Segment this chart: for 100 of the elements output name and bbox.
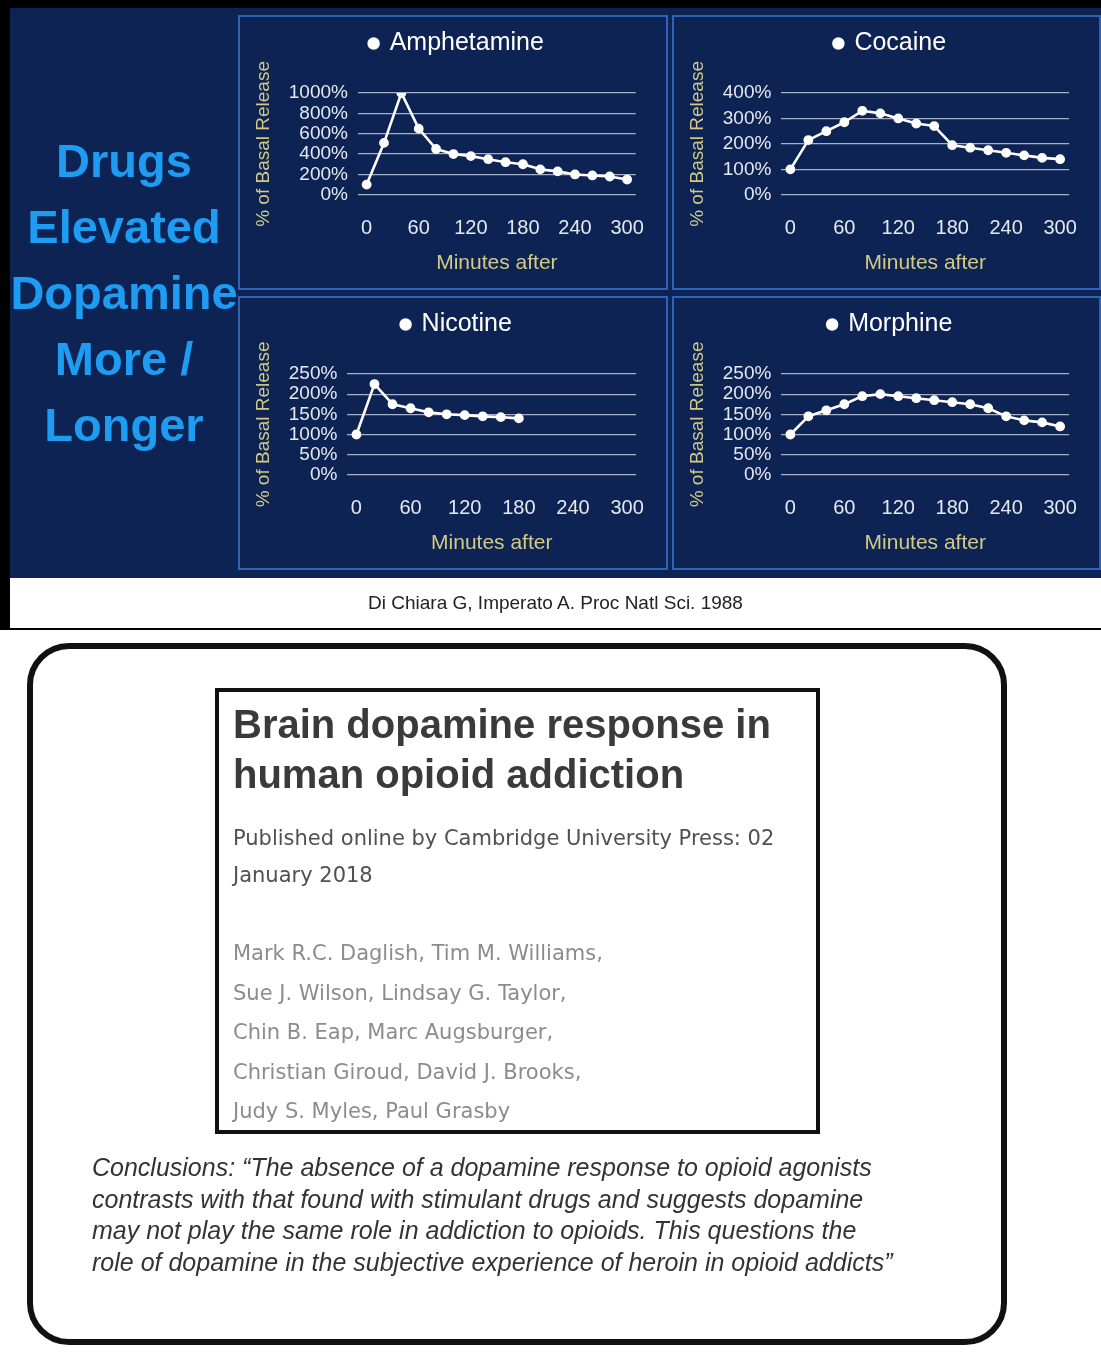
y-tick-label: 200% <box>722 132 772 154</box>
point <box>965 399 976 410</box>
y-tick-label: 200% <box>288 382 338 404</box>
y-tick-label: 100% <box>722 157 772 179</box>
point <box>483 154 494 165</box>
y-tick-label: 800% <box>299 101 349 123</box>
x-tick-label: 120 <box>454 216 488 239</box>
point <box>1037 153 1048 163</box>
point <box>857 391 868 402</box>
y-tick-label: 0% <box>743 463 772 485</box>
point <box>803 411 814 422</box>
point <box>1001 147 1012 158</box>
x-tick-label: 300 <box>610 216 644 239</box>
point <box>785 164 796 175</box>
y-tick-label: 150% <box>722 402 772 424</box>
point <box>911 118 922 129</box>
point <box>839 117 850 128</box>
x-tick-label: 0 <box>361 216 373 239</box>
y-tick-label: 0% <box>320 183 349 205</box>
point <box>785 429 796 440</box>
point <box>587 170 598 181</box>
y-tick-label: 50% <box>733 442 772 464</box>
point <box>405 403 416 414</box>
point <box>929 121 940 131</box>
point <box>513 413 524 424</box>
x-axis-title: Minutes after <box>864 250 986 274</box>
y-tick-label: 250% <box>722 362 772 384</box>
x-tick-label: 180 <box>502 496 536 519</box>
x-tick-label: 60 <box>399 496 422 519</box>
y-tick-label: 100% <box>288 422 338 444</box>
text: Sue J. Wilson, Lindsay G. Taylor, <box>233 980 567 1005</box>
x-tick-label: 60 <box>407 216 430 239</box>
point <box>495 412 506 423</box>
point <box>431 144 441 154</box>
x-tick-label: 60 <box>833 216 856 239</box>
text: Mark R.C. Daglish, Tim M. Williams, <box>233 941 603 965</box>
y-tick-label: 250% <box>288 362 338 384</box>
point <box>947 397 958 408</box>
y-tick-label: 0% <box>309 463 338 485</box>
point <box>983 403 994 414</box>
x-tick-label: 240 <box>556 496 590 519</box>
legend-label: Cocaine <box>854 27 947 56</box>
point <box>413 123 424 134</box>
point <box>947 140 958 151</box>
y-axis-title: % of Basal Release <box>685 60 707 227</box>
y-tick-label: 400% <box>299 142 349 164</box>
point <box>570 169 580 180</box>
x-tick-label: 180 <box>506 216 540 239</box>
x-axis-title: Minutes after <box>864 530 986 554</box>
point <box>379 137 389 148</box>
x-tick-label: 180 <box>935 496 969 519</box>
point <box>351 429 362 440</box>
point <box>441 409 452 420</box>
text: Brain dopamine response in human opioid addiction <box>233 702 771 796</box>
point <box>1055 421 1066 432</box>
point <box>477 411 488 422</box>
y-tick-label: 100% <box>722 422 772 444</box>
x-tick-label: 120 <box>448 496 482 519</box>
point <box>1019 150 1030 161</box>
point <box>965 142 976 153</box>
point <box>1019 415 1030 426</box>
x-tick-label: 0 <box>784 496 796 519</box>
point <box>500 157 511 168</box>
y-tick-label: 50% <box>299 442 338 464</box>
point <box>604 171 615 182</box>
y-axis-title: % of Basal Release <box>251 341 273 508</box>
y-tick-label: 1000% <box>288 81 349 103</box>
point <box>803 135 814 145</box>
text: Christian Giroud, David J. Brooks, <box>233 1059 582 1084</box>
y-tick-label: 300% <box>722 106 772 128</box>
point <box>911 393 922 404</box>
point <box>1037 417 1048 428</box>
point <box>465 151 476 162</box>
point <box>459 410 470 421</box>
y-axis-title: % of Basal Release <box>251 60 273 227</box>
legend-label: Amphetamine <box>389 27 544 56</box>
text: Chin B. Eap, Marc Augsburger, <box>233 1020 554 1044</box>
point <box>983 145 994 156</box>
x-tick-label: 240 <box>558 216 592 239</box>
text: Conclusions: “The absence of a dopamine response to opioid agonists contrasts with that found with stimulant drugs and suggests dopamine may not play the same role in addiction to opioids. This questions the role of dopamine in the subjective experience of heroin in opioid addicts” <box>92 1153 893 1276</box>
point <box>875 108 886 119</box>
point <box>893 113 904 124</box>
x-tick-label: 300 <box>610 496 644 519</box>
x-axis-title: Minutes after <box>436 250 558 274</box>
x-tick-label: 120 <box>881 216 915 239</box>
x-tick-label: 60 <box>833 496 856 519</box>
legend-label: Morphine <box>848 308 953 337</box>
x-tick-label: 120 <box>881 496 915 519</box>
point <box>875 389 886 400</box>
point <box>369 379 380 389</box>
point <box>552 166 563 177</box>
point <box>518 159 528 170</box>
point <box>821 405 832 416</box>
text: Drugs Elevated Dopamine More / Longer <box>10 134 238 451</box>
x-tick-label: 0 <box>350 496 362 519</box>
point <box>1055 154 1066 165</box>
point <box>423 407 434 418</box>
x-tick-label: 240 <box>989 496 1023 519</box>
point <box>361 179 372 190</box>
x-tick-label: 0 <box>784 216 796 239</box>
